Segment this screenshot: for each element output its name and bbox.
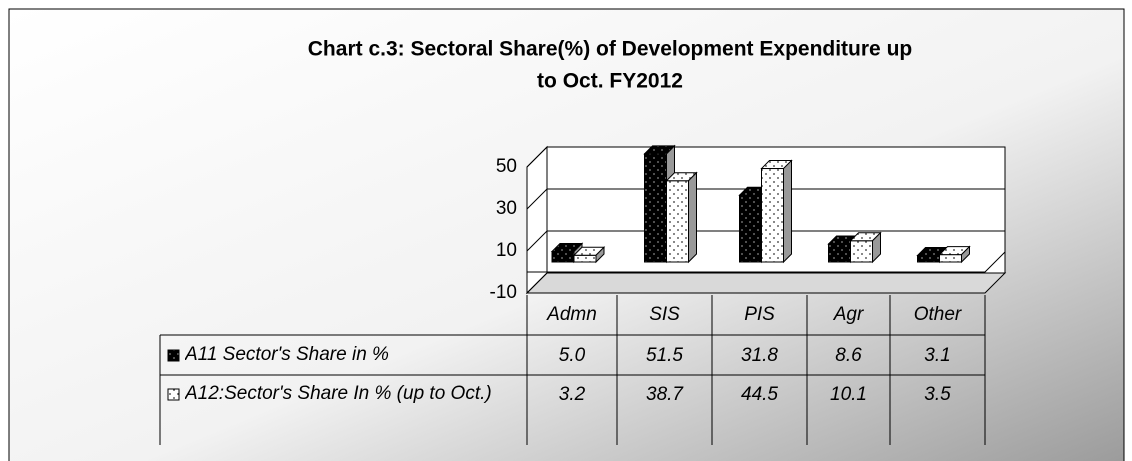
data-label: 38.7: [646, 384, 684, 405]
bar-front: [828, 243, 851, 263]
bar-front: [761, 168, 784, 263]
bar-front: [917, 254, 940, 263]
bar-side: [688, 171, 697, 264]
y-tick-label: 30: [496, 198, 517, 219]
grid-line: [526, 146, 1005, 168]
legend-label-box: A12:Sector's Share In % (up to Oct.): [185, 383, 492, 404]
legend-label-box: A11 Sector's Share in %: [185, 344, 389, 365]
bar-side: [783, 159, 792, 264]
data-label: 31.8: [741, 345, 778, 366]
bar: [572, 246, 606, 264]
data-label: 51.5: [646, 345, 683, 366]
bar-front: [850, 240, 873, 263]
x-tick-label: Other: [914, 304, 962, 325]
chart-title: Chart c.3: Sectoral Share(%) of Developm…: [308, 38, 912, 61]
bar: [665, 171, 698, 264]
bar-side: [961, 245, 970, 264]
x-tick-label: Agr: [833, 304, 864, 325]
bar: [849, 231, 882, 264]
floor: [525, 272, 1007, 294]
x-tick-label: Admn: [546, 304, 597, 325]
data-label: 3.5: [924, 384, 951, 405]
bar: [938, 245, 971, 264]
bar-front: [644, 153, 667, 263]
y-tick-label: -10: [490, 282, 517, 303]
data-label: 8.6: [835, 345, 862, 366]
legend-label: A12:Sector's Share In % (up to Oct.): [185, 383, 492, 404]
legend-key: [167, 349, 180, 362]
grid-line: [526, 272, 1005, 294]
data-label: 44.5: [741, 384, 778, 405]
bar-front: [739, 194, 762, 263]
bar-front: [939, 254, 962, 263]
y-tick-label: 10: [496, 240, 517, 261]
bar-front: [551, 251, 575, 263]
data-label: 10.1: [830, 384, 867, 405]
x-tick-label: SIS: [649, 304, 680, 325]
data-label: 3.2: [559, 384, 586, 405]
legend-key: [167, 388, 180, 401]
bar-side: [872, 231, 881, 264]
x-tick-label: PIS: [744, 304, 775, 325]
data-label: 5.0: [559, 345, 586, 366]
grid-line: [526, 230, 1005, 252]
bar-front: [666, 180, 689, 263]
bar-front: [573, 254, 597, 263]
y-tick-label: 50: [496, 156, 517, 177]
bar: [760, 159, 793, 264]
data-label: 3.1: [924, 345, 950, 366]
grid-line: [526, 188, 1005, 210]
side-wall: [526, 145, 548, 295]
bar-side: [595, 246, 605, 264]
zero-line: [527, 251, 1006, 273]
chart-subtitle: to Oct. FY2012: [537, 70, 683, 93]
legend-label: A11 Sector's Share in %: [185, 344, 389, 365]
